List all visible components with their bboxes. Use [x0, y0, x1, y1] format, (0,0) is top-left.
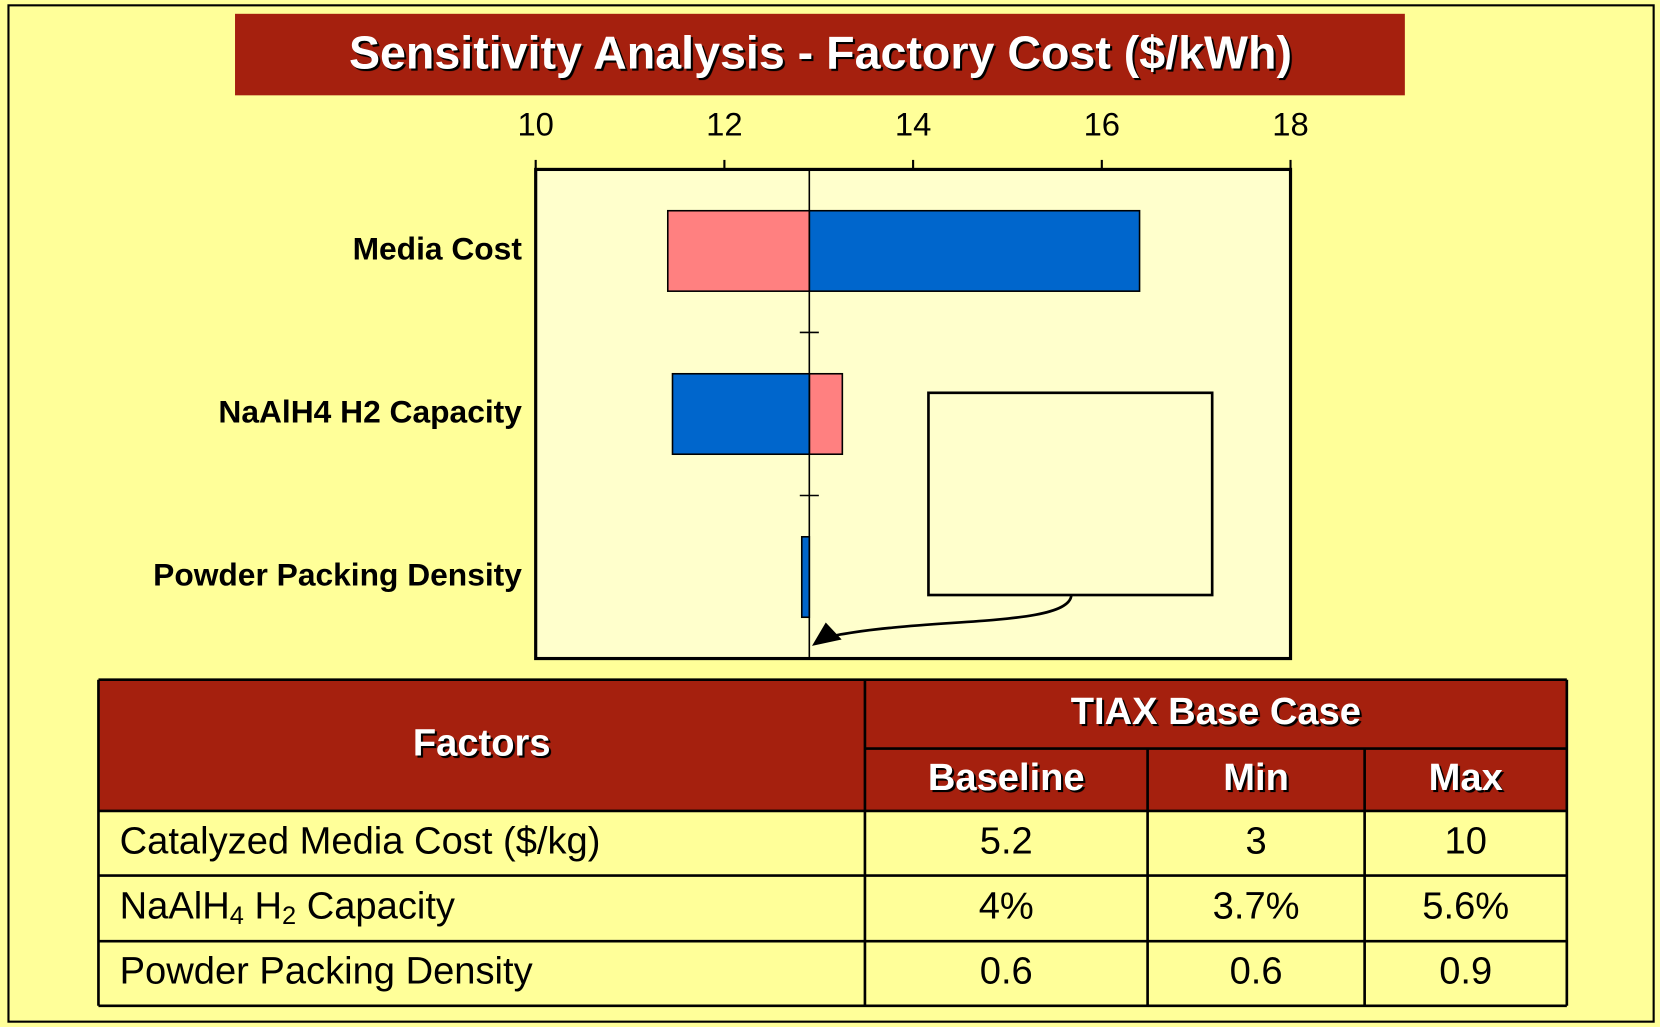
table-cell: 3	[1246, 820, 1267, 862]
header-cell: TIAX Base Case	[1071, 691, 1361, 733]
chart-title: Sensitivity Analysis - Factory Cost ($/k…	[349, 26, 1292, 78]
table: Factors TIAX Base Case Baseline Min Max Catal…	[97, 678, 1569, 1008]
x-tick-label: 14	[895, 106, 931, 143]
row-label: NaAlH4 H2 Capacity	[120, 885, 455, 929]
bar	[671, 372, 811, 456]
table-cell: 0.6	[1230, 951, 1283, 993]
arrow-head	[812, 622, 842, 646]
table-cell: 0.6	[980, 951, 1033, 993]
header-bg	[98, 679, 1567, 811]
category-label: NaAlH4 H2 Capacity	[218, 393, 522, 429]
x-tick-label: 16	[1084, 106, 1120, 143]
x-tick-label: 18	[1272, 106, 1308, 143]
label-part: H	[244, 885, 282, 927]
bar	[808, 372, 844, 456]
table-cell: 4%	[979, 885, 1034, 927]
bar	[800, 535, 811, 619]
table-cell: 0.9	[1439, 951, 1492, 993]
category-label: Media Cost	[353, 230, 523, 266]
slide-border	[7, 4, 1655, 1023]
header-cell: Max	[1429, 757, 1503, 799]
annotation-box	[927, 391, 1214, 597]
x-tick-label: 12	[706, 106, 742, 143]
header-cell: Factors	[413, 722, 551, 764]
x-tick-label: 10	[517, 106, 553, 143]
annotation-arrow	[836, 594, 1073, 637]
table-cell: 10	[1445, 820, 1487, 862]
label-part: 2	[282, 902, 296, 930]
label-part: NaAlH	[120, 885, 230, 927]
category-label: Powder Packing Density	[153, 556, 522, 592]
row-label: Powder Packing Density	[120, 951, 533, 993]
table-cell: 5.2	[980, 820, 1033, 862]
title-box	[235, 13, 1405, 96]
header-cell: Min	[1223, 757, 1289, 799]
header-cell: Baseline	[928, 757, 1085, 799]
row-label: Catalyzed Media Cost ($/kg)	[120, 820, 601, 862]
table-cell: 5.6%	[1422, 885, 1509, 927]
bar	[808, 209, 1141, 292]
body-bg	[98, 810, 1567, 1006]
bar	[666, 209, 811, 292]
label-part: 4	[230, 902, 244, 930]
table-cell: 3.7%	[1213, 885, 1300, 927]
label-part: Capacity	[296, 885, 455, 927]
